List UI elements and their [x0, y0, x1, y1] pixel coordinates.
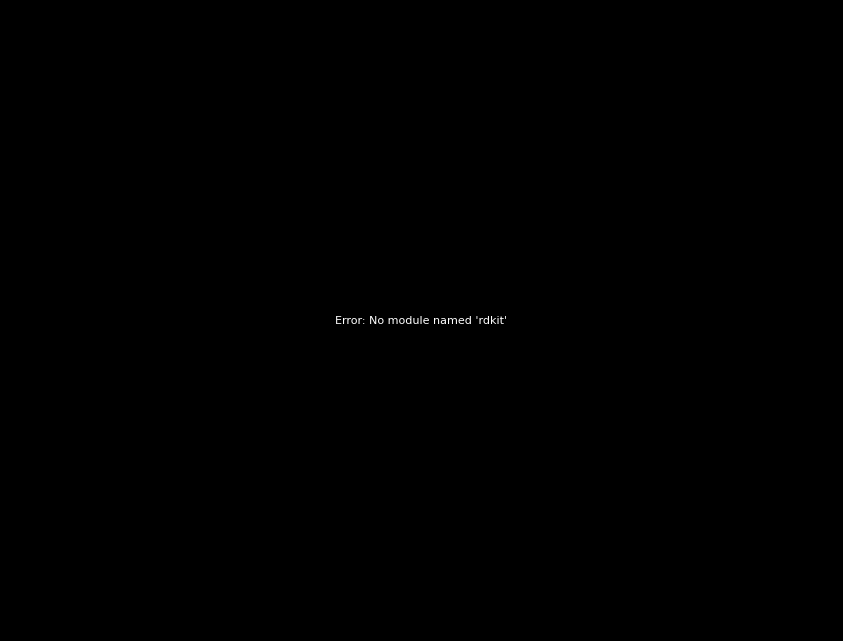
Text: Error: No module named 'rdkit': Error: No module named 'rdkit': [336, 315, 507, 326]
